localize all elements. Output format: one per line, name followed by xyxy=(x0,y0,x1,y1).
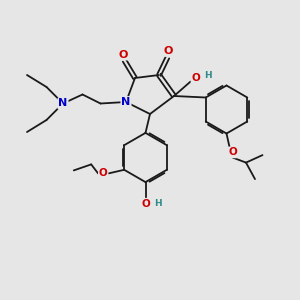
Text: O: O xyxy=(163,46,173,56)
Text: H: H xyxy=(204,70,212,80)
Text: H: H xyxy=(154,199,162,208)
Text: O: O xyxy=(99,168,108,178)
Text: O: O xyxy=(118,50,128,60)
Text: O: O xyxy=(228,147,237,158)
Text: N: N xyxy=(58,98,68,109)
Text: O: O xyxy=(141,199,150,209)
Text: O: O xyxy=(191,73,200,83)
Text: N: N xyxy=(122,97,130,107)
